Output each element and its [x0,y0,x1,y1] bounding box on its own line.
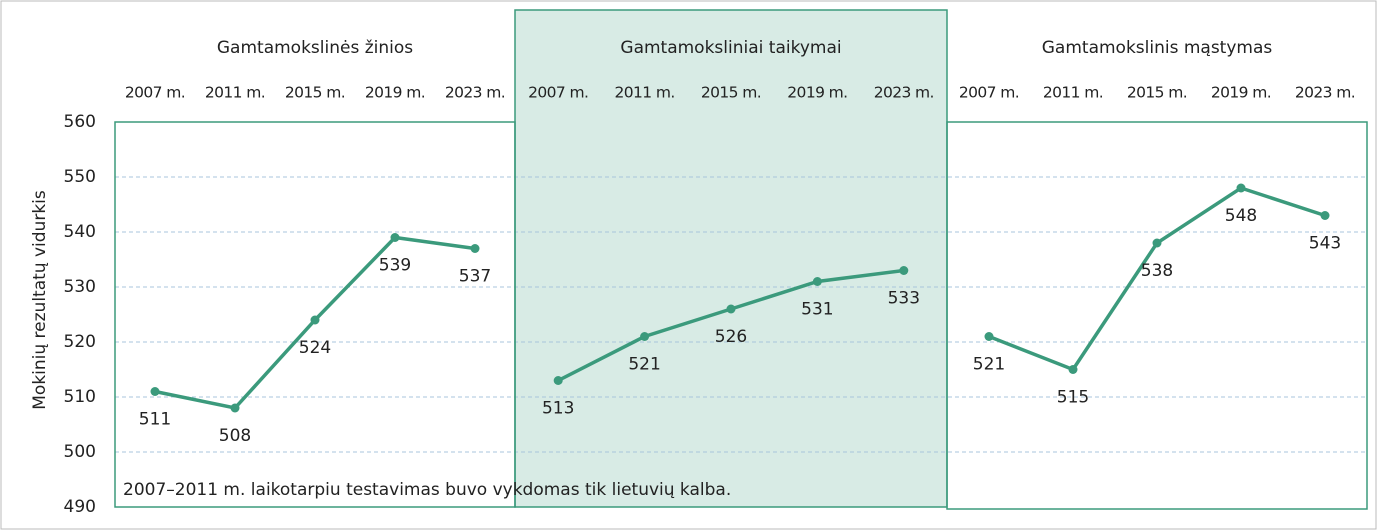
data-label: 521 [973,355,1005,375]
point [150,387,160,396]
data-label: 521 [628,355,660,375]
x-tick-label: 2015 m. [285,84,345,102]
x-tick-label: 2011 m. [205,84,265,102]
data-label: 511 [139,410,171,430]
point [310,315,320,325]
data-label: 548 [1225,206,1257,226]
point [984,332,994,341]
panel-highlight [515,10,947,507]
x-tick-label: 2015 m. [701,84,761,102]
point [390,233,400,242]
x-tick-label: 2019 m. [787,84,847,102]
panel-frame [946,121,1368,510]
point [1236,183,1246,193]
y-tick-label: 510 [64,387,96,407]
data-label: 515 [1057,388,1089,408]
y-tick-label: 550 [64,167,96,187]
y-tick-label: 560 [64,112,96,132]
data-label: 526 [715,327,747,347]
panel-title: Gamtamokslinis mąstymas [1042,38,1273,58]
note: 2007–2011 m. laikotarpiu testavimas buvo… [123,480,731,500]
data-label: 508 [219,426,251,446]
x-tick-label: 2015 m. [1127,84,1187,102]
x-tick-label: 2019 m. [1211,84,1271,102]
data-label: 533 [888,289,920,309]
x-tick-label: 2011 m. [614,84,674,102]
panel-frame [114,121,516,508]
point [1152,238,1162,248]
data-label: 513 [542,399,574,419]
x-tick-label: 2023 m. [874,84,934,102]
point [553,376,563,385]
data-label: 531 [801,300,833,320]
point [1320,211,1330,220]
point [470,244,480,253]
y-tick-label: 520 [64,332,96,352]
data-label: 538 [1141,261,1173,281]
data-label: 539 [379,256,411,276]
y-tick-label: 530 [64,277,96,297]
point [1068,365,1078,374]
x-tick-label: 2007 m. [125,84,185,102]
point [640,332,650,341]
x-tick-label: 2011 m. [1043,84,1103,102]
y-tick-label: 490 [64,497,96,517]
data-label: 524 [299,338,331,358]
x-tick-label: 2007 m. [959,84,1019,102]
data-label: 543 [1309,234,1341,254]
point [726,304,736,314]
panel-title: Gamtamokslinės žinios [217,38,413,58]
data-label: 537 [459,267,491,287]
point [899,266,909,275]
x-tick-label: 2023 m. [445,84,505,102]
x-tick-label: 2019 m. [365,84,425,102]
y-axis-label: Mokinių rezultatų vidurkis [30,190,50,410]
y-tick-label: 500 [64,442,96,462]
point [230,403,240,413]
panel-title: Gamtamoksliniai taikymai [620,38,841,58]
point [812,277,822,286]
x-tick-label: 2023 m. [1295,84,1355,102]
x-tick-label: 2007 m. [528,84,588,102]
y-tick-label: 540 [64,222,96,242]
